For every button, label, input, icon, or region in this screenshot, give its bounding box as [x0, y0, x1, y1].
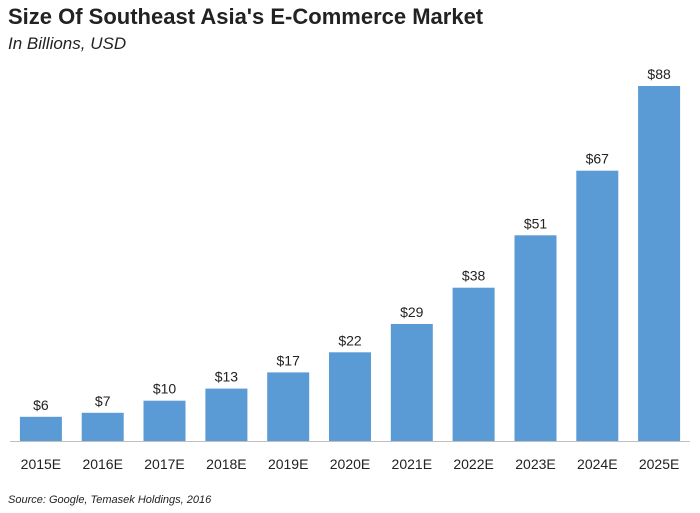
x-tick-label-2015E: 2015E: [21, 456, 61, 472]
bar-2015E: [19, 416, 62, 441]
value-label-2015E: $6: [33, 397, 49, 413]
x-tick-label-2023E: 2023E: [515, 456, 555, 472]
bar-2020E: [329, 352, 371, 442]
x-tick-label-2016E: 2016E: [82, 456, 122, 472]
value-label-2017E: $10: [153, 381, 177, 397]
bar-2017E: [143, 400, 186, 441]
x-tick-label-2019E: 2019E: [268, 456, 308, 472]
value-label-2019E: $17: [277, 352, 301, 368]
x-tick-labels-group: 2015E 2016E 2017E 2018E 2019E 2020E 2021E 2022E…: [21, 456, 680, 472]
source-note: Source: Google, Temasek Holdings, 2016: [8, 494, 212, 506]
bar-2018E: [205, 388, 248, 441]
x-tick-label-2022E: 2022E: [453, 456, 493, 472]
chart-subtitle: In Billions, USD: [8, 34, 127, 53]
value-labels-group: $6 $7 $10 $13 $17 $22 $29 $38 $51 $67 $88: [33, 66, 671, 413]
value-label-2023E: $51: [524, 215, 548, 231]
x-tick-label-2021E: 2021E: [392, 456, 432, 472]
bars-group: [19, 86, 681, 442]
value-label-2016E: $7: [95, 393, 111, 409]
x-tick-label-2017E: 2017E: [144, 456, 184, 472]
value-label-2021E: $29: [400, 304, 424, 320]
bar-2021E: [390, 324, 433, 441]
bar-2022E: [452, 287, 495, 441]
x-tick-label-2018E: 2018E: [206, 456, 246, 472]
bar-2025E: [638, 86, 681, 441]
bar-2024E: [576, 170, 619, 441]
value-label-2020E: $22: [338, 332, 362, 348]
value-label-2024E: $67: [586, 151, 610, 167]
x-tick-label-2025E: 2025E: [639, 456, 679, 472]
bar-2023E: [514, 235, 557, 441]
bar-2019E: [267, 372, 310, 441]
bar-chart: $6 $7$10$13$17$22$29$38$51$67$88 2015E 201…: [10, 66, 690, 472]
x-tick-label-2024E: 2024E: [577, 456, 617, 472]
value-label-2018E: $13: [215, 369, 239, 385]
bar-2016E: [81, 412, 124, 441]
chart-title: Size Of Southeast Asia's E-Commerce Mark…: [8, 4, 484, 29]
x-tick-label-2020E: 2020E: [330, 456, 370, 472]
value-label-2022E: $38: [462, 268, 486, 284]
value-label-2025E: $88: [647, 66, 671, 82]
